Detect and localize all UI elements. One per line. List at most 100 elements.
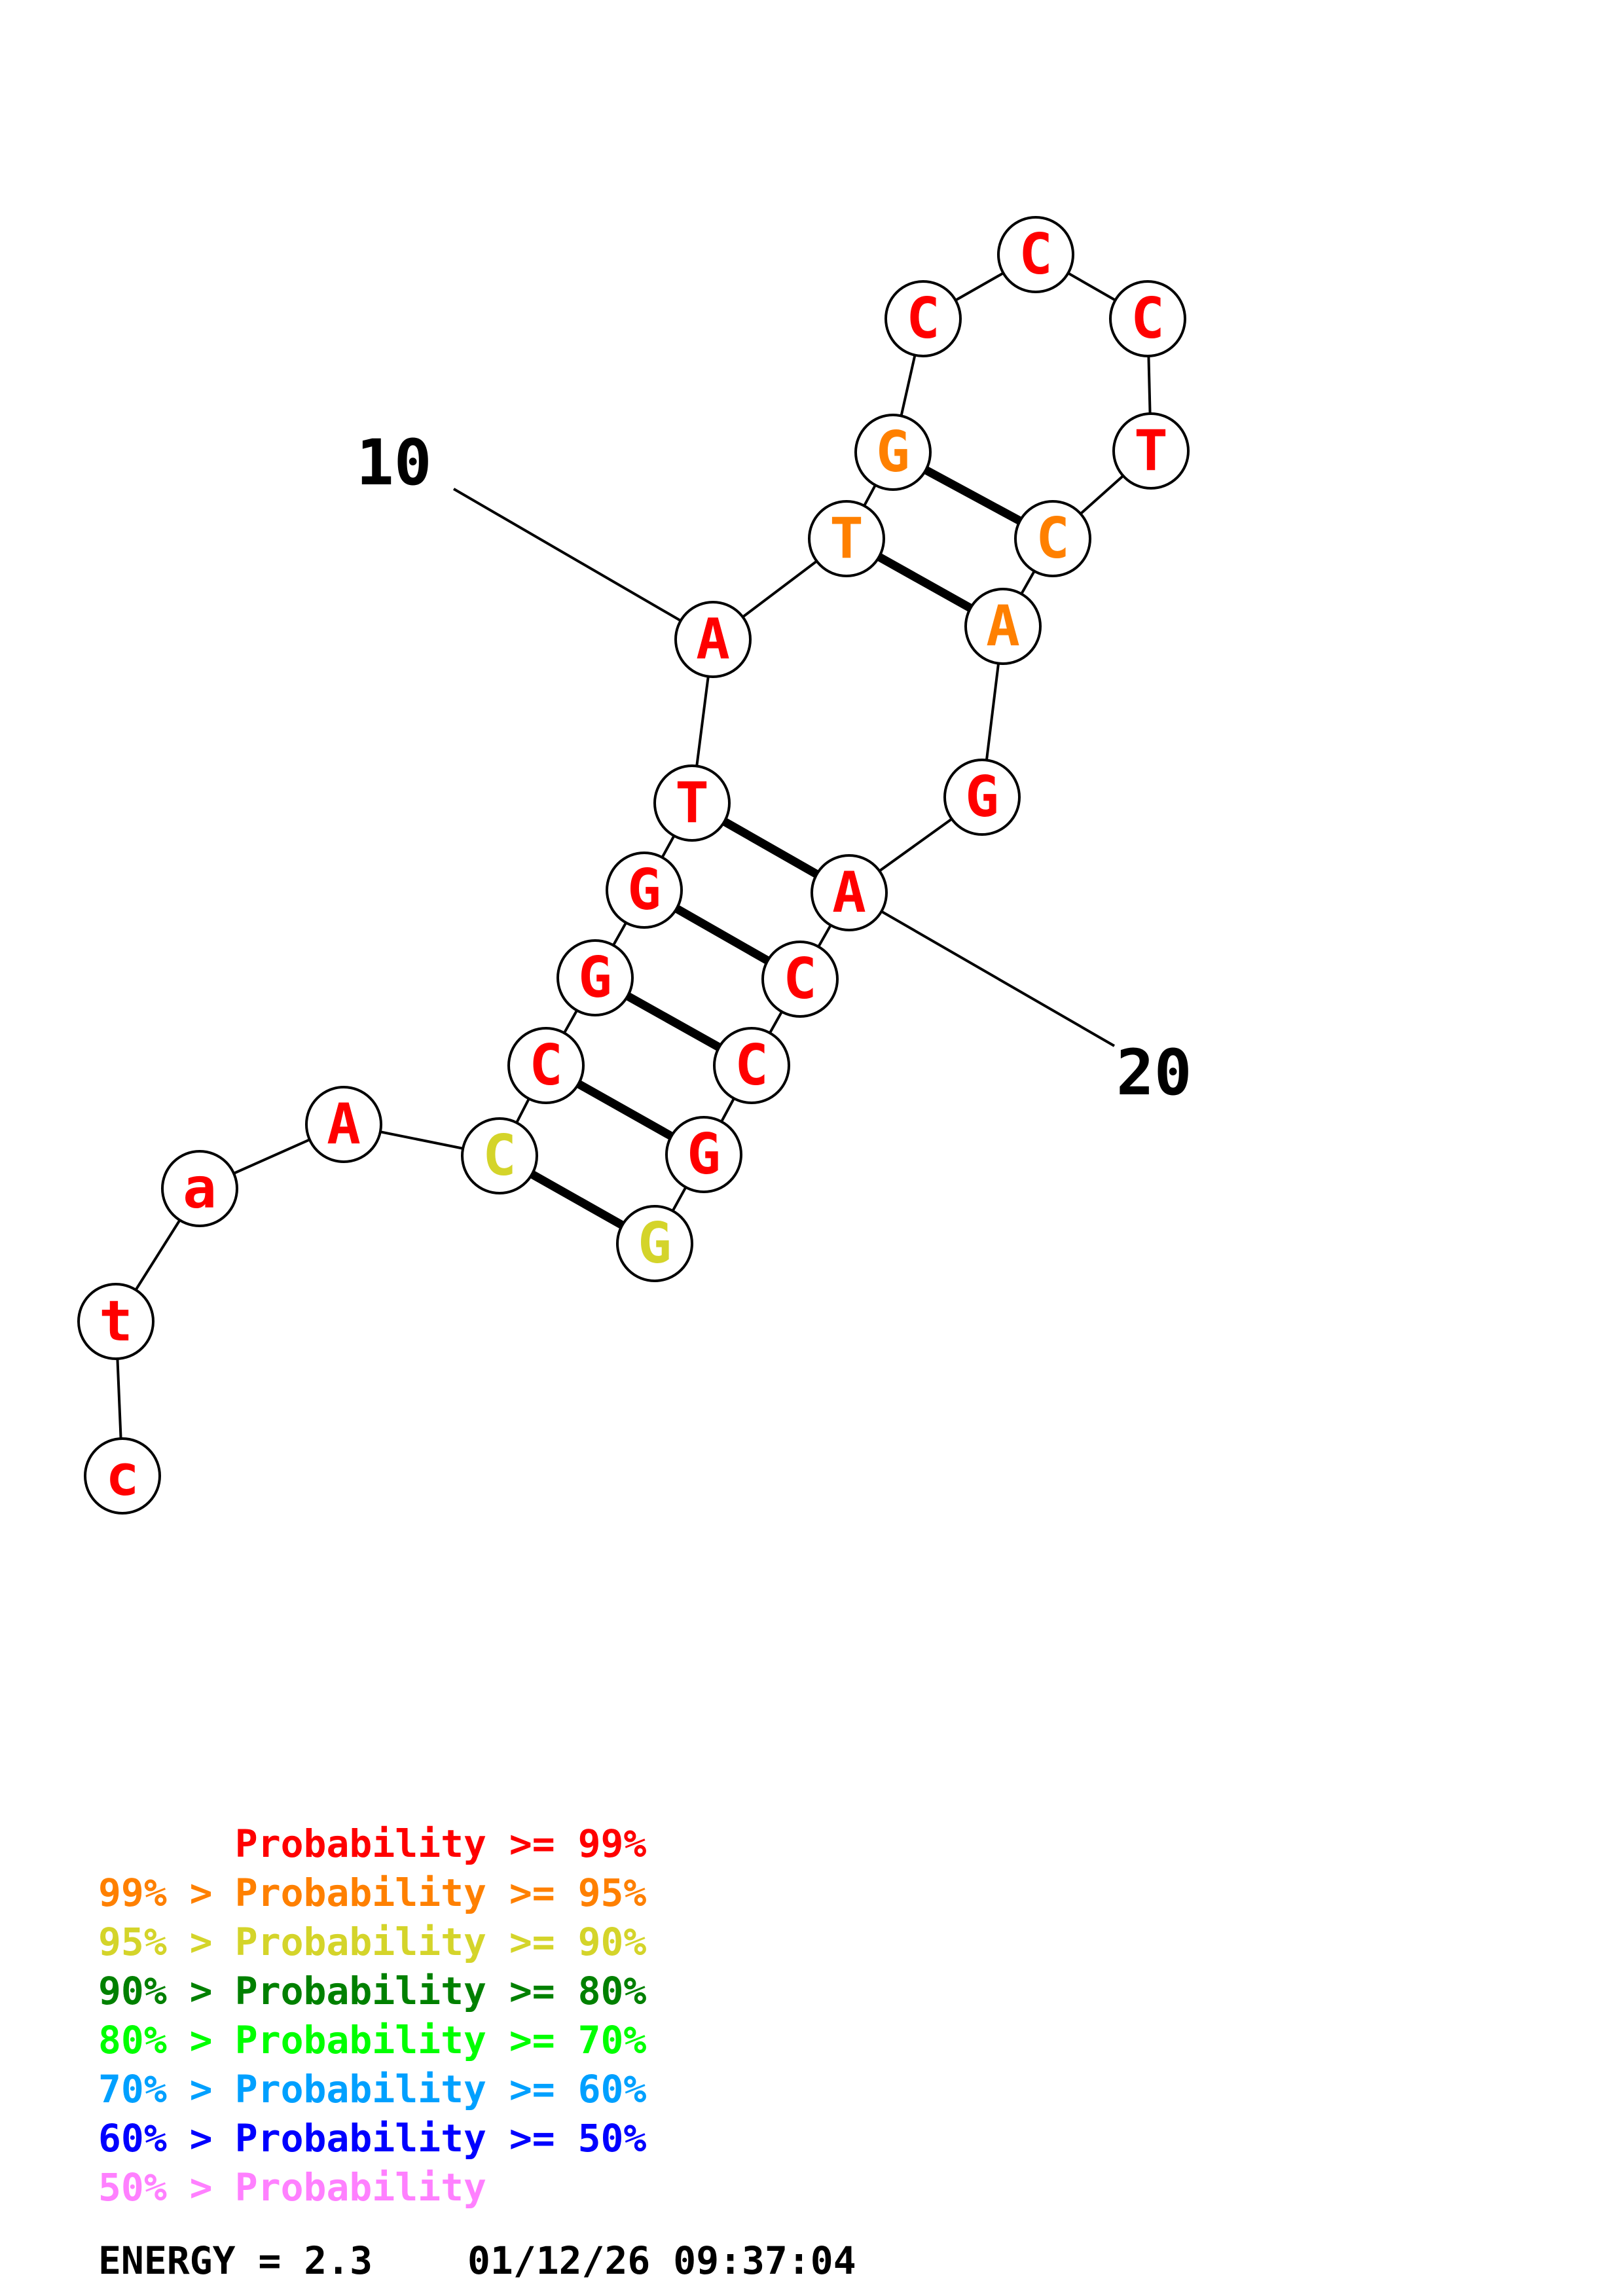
base-node: A [811, 854, 888, 931]
base-letter: C [483, 1123, 517, 1189]
base-circle [606, 852, 683, 929]
base-node: a [161, 1150, 238, 1227]
base-node: T [653, 764, 731, 842]
base-node: G [943, 759, 1021, 836]
base-node: G [665, 1116, 742, 1193]
number-labels: 10 20 [356, 426, 1192, 1109]
base-circle [674, 601, 752, 678]
base-letter: t [99, 1289, 133, 1354]
base-node: C [884, 280, 962, 357]
legend-range: 70% > [98, 2067, 236, 2111]
base-letter: A [696, 607, 730, 672]
base-letter: G [965, 764, 999, 830]
base-letter: a [183, 1156, 217, 1221]
legend-label: Probability >= 99% [235, 1821, 647, 1866]
base-circle [1014, 500, 1091, 577]
base-circle [305, 1086, 382, 1163]
base-letter: G [578, 945, 612, 1011]
number-label: 10 [356, 426, 432, 499]
base-letter: T [830, 506, 864, 571]
base-letter: C [735, 1033, 769, 1098]
base-circle [161, 1150, 238, 1227]
base-letter: A [986, 594, 1020, 659]
base-circle [616, 1205, 693, 1282]
base-letter: G [876, 420, 910, 485]
number-label-line [848, 891, 1116, 1047]
base-circle [943, 759, 1021, 836]
base-letter: A [832, 860, 866, 925]
legend-label: Probability >= 95% [235, 1871, 647, 1915]
base-letter: G [687, 1122, 721, 1187]
base-letter: G [638, 1211, 672, 1276]
base-circle [507, 1027, 585, 1104]
base-letter: C [1036, 506, 1070, 571]
base-letter: G [627, 857, 661, 923]
legend-range: 50% > [98, 2165, 236, 2210]
base-circle [713, 1027, 790, 1104]
legend-range: 90% > [98, 1969, 236, 2013]
legend-range: 95% > [98, 1920, 236, 1964]
base-node: C [713, 1027, 790, 1104]
base-circle [1112, 412, 1190, 490]
base-node: T [808, 500, 885, 577]
legend-range: 60% > [98, 2116, 236, 2161]
base-letter: A [327, 1092, 361, 1157]
base-circle [854, 414, 932, 491]
legend-label: Probability >= 60% [235, 2067, 647, 2111]
energy-value: ENERGY = 2.3 [98, 2238, 373, 2283]
probability-legend: Probability >= 99% 99% > Probability >= 9… [98, 1821, 646, 2210]
base-circle [997, 216, 1074, 293]
base-circle [811, 854, 888, 931]
base-node: G [556, 939, 634, 1016]
base-node: C [997, 216, 1074, 293]
base-circle [808, 500, 885, 577]
base-node: C [507, 1027, 585, 1104]
base-node: C [1014, 500, 1091, 577]
base-letter: C [1019, 222, 1053, 287]
base-circle [1109, 280, 1186, 357]
base-circle [665, 1116, 742, 1193]
base-letter: C [529, 1033, 563, 1098]
legend-label: Probability [235, 2165, 486, 2210]
legend-range: 99% > [98, 1871, 236, 1915]
base-circle [84, 1437, 161, 1515]
base-letter: T [1134, 418, 1168, 484]
base-letter: C [906, 286, 940, 351]
base-node: C [761, 941, 839, 1018]
base-circle [77, 1283, 155, 1360]
base-circle [556, 939, 634, 1016]
base-node: T [1112, 412, 1190, 490]
base-letter: T [675, 770, 709, 836]
legend-label: Probability >= 80% [235, 1969, 647, 2013]
base-letter: C [1131, 286, 1165, 351]
base-node: G [616, 1205, 693, 1282]
base-circle [653, 764, 731, 842]
number-label-line [452, 488, 714, 641]
energy-footer: ENERGY = 2.3 01/12/26 09:37:04 [98, 2238, 856, 2283]
number-label: 20 [1116, 1036, 1192, 1109]
base-node: A [305, 1086, 382, 1163]
base-circle [761, 941, 839, 1018]
base-node: G [606, 852, 683, 929]
base-letter: c [105, 1443, 139, 1509]
number-label-lines [452, 488, 1116, 1047]
legend-range: 80% > [98, 2018, 236, 2062]
base-node: G [854, 414, 932, 491]
timestamp: 01/12/26 09:37:04 [467, 2238, 856, 2283]
base-circle [884, 280, 962, 357]
legend-label: Probability >= 70% [235, 2018, 647, 2062]
base-circle [461, 1117, 538, 1194]
base-node: C [461, 1117, 538, 1194]
base-node: C [1109, 280, 1186, 357]
base-letter: C [783, 946, 817, 1012]
base-circle [964, 588, 1042, 665]
base-node: t [77, 1283, 155, 1360]
base-pair-bonds [497, 448, 1055, 1247]
legend-label: Probability >= 50% [235, 2116, 647, 2161]
base-node: A [964, 588, 1042, 665]
base-node: A [674, 601, 752, 678]
legend-label: Probability >= 90% [235, 1920, 647, 1964]
base-node: c [84, 1437, 161, 1515]
